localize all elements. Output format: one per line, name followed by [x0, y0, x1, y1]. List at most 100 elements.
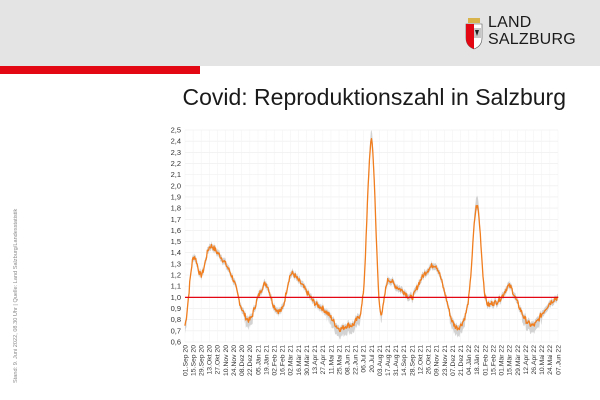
data-point	[224, 263, 227, 265]
data-point	[216, 252, 219, 254]
x-tick-label: 22.Jun 21	[353, 345, 360, 375]
data-point	[387, 280, 389, 282]
x-tick-label: 13.Apr 21	[312, 345, 319, 375]
x-tick-label: 09.Nov 21	[434, 345, 441, 376]
x-tick-label: 24.Nov 20	[231, 345, 238, 376]
logo-line1: LAND	[488, 14, 532, 31]
data-point	[524, 319, 527, 321]
x-tick-label: 17.Aug 21	[385, 345, 392, 376]
x-tick-label: 27.Apr 21	[320, 345, 327, 375]
y-tick-label: 2,4	[171, 137, 181, 146]
data-point	[484, 294, 486, 296]
y-tick-label: 0,6	[171, 338, 181, 347]
land-salzburg-logo[interactable]: LAND SALZBURG	[464, 14, 584, 54]
y-tick-label: 1,1	[171, 282, 181, 291]
y-tick-label: 1,9	[171, 192, 181, 201]
x-tick-label: 01.Sep 20	[182, 345, 189, 376]
x-tick-label: 30.Mär 21	[304, 345, 311, 376]
x-tick-label: 27.Okt 20	[215, 345, 222, 375]
x-tick-label: 07.Dez 21	[450, 345, 457, 376]
y-tick-label: 1,8	[171, 204, 181, 213]
x-tick-label: 01.Mär 22	[499, 345, 506, 376]
data-point	[395, 285, 397, 287]
x-tick-label: 11.Mai 21	[328, 345, 335, 375]
accent-bar	[0, 66, 200, 74]
y-tick-label: 1,0	[171, 293, 181, 302]
x-tick-label: 16.Mär 21	[296, 345, 303, 376]
salzburg-coat-of-arms-icon	[465, 18, 483, 50]
y-tick-label: 0,8	[171, 315, 181, 324]
data-point	[184, 324, 186, 326]
data-point	[379, 305, 381, 307]
data-point	[476, 205, 478, 207]
x-tick-label: 02.Feb 21	[272, 345, 279, 376]
x-tick-label: 06.Jul 21	[361, 345, 368, 373]
data-point	[516, 302, 519, 304]
data-point	[370, 140, 373, 142]
data-point	[549, 302, 551, 304]
x-tick-label: 31.Aug 21	[393, 345, 400, 376]
x-tick-label: 03.Aug 21	[377, 345, 384, 376]
page-title: Covid: Reproduktionszahl in Salzburg	[182, 84, 566, 110]
x-tick-label: 29.Mär 22	[515, 345, 522, 376]
x-tick-label: 24.Mai 22	[547, 345, 554, 375]
x-tick-label: 21.Dez 21	[458, 345, 465, 376]
data-point	[338, 328, 340, 330]
x-tick-label: 23.Nov 21	[442, 345, 449, 376]
data-point	[435, 265, 437, 267]
x-tick-label: 20.Jul 21	[369, 345, 376, 373]
data-point	[289, 274, 292, 276]
data-point	[492, 302, 494, 304]
x-tick-label: 22.Dez 20	[247, 345, 254, 376]
data-point	[451, 321, 454, 323]
data-point	[508, 285, 510, 287]
logo-text: LAND SALZBURG	[488, 14, 576, 48]
header-bar	[0, 0, 600, 66]
data-point	[541, 313, 543, 315]
data-point	[297, 280, 300, 282]
x-tick-label: 28.Sep 21	[409, 345, 416, 376]
x-tick-label: 25.Mai 21	[336, 345, 343, 375]
x-tick-label: 26.Okt 21	[426, 345, 433, 375]
x-tick-label: 29.Sep 20	[199, 345, 206, 376]
y-tick-label: 1,3	[171, 259, 181, 268]
x-tick-label: 13.Okt 20	[207, 345, 214, 375]
y-tick-label: 2,2	[171, 159, 181, 168]
logo-line2: SALZBURG	[488, 31, 576, 48]
x-tick-label: 15.Mär 22	[507, 345, 514, 376]
data-point	[460, 324, 462, 326]
x-tick-label: 14.Sep 21	[401, 345, 408, 376]
x-tick-label: 12.Okt 21	[418, 345, 425, 375]
data-point	[273, 305, 275, 307]
y-tick-label: 0,9	[171, 304, 181, 313]
data-point	[354, 321, 356, 323]
data-point	[362, 291, 364, 293]
y-tick-label: 0,7	[171, 326, 181, 335]
data-point	[281, 307, 283, 310]
y-tick-label: 1,4	[171, 248, 181, 257]
data-point	[533, 324, 535, 326]
data-point	[208, 246, 210, 248]
data-point	[241, 307, 243, 310]
x-tick-label: 08.Dez 20	[239, 345, 246, 376]
data-point	[443, 291, 446, 293]
y-tick-label: 1,6	[171, 226, 181, 235]
y-tick-label: 2,0	[171, 181, 181, 190]
x-tick-label: 18.Jän 22	[474, 345, 481, 375]
y-tick-label: 1,2	[171, 271, 181, 280]
data-point	[192, 257, 194, 259]
y-tick-label: 2,5	[171, 126, 181, 135]
data-point	[403, 291, 405, 293]
x-tick-label: 10.Mai 22	[539, 345, 546, 375]
x-tick-label: 26.Apr 22	[531, 345, 538, 375]
y-tick-label: 2,3	[171, 148, 181, 157]
x-tick-label: 16.Feb 21	[280, 345, 287, 376]
data-point	[306, 291, 308, 293]
x-tick-label: 01.Feb 22	[482, 345, 489, 376]
x-tick-label: 08.Jun 21	[345, 345, 352, 375]
x-tick-label: 15.Feb 22	[490, 345, 497, 376]
y-tick-label: 2,1	[171, 170, 181, 179]
x-tick-label: 04.Jän 22	[466, 345, 473, 375]
x-tick-label: 10.Nov 20	[223, 345, 230, 376]
